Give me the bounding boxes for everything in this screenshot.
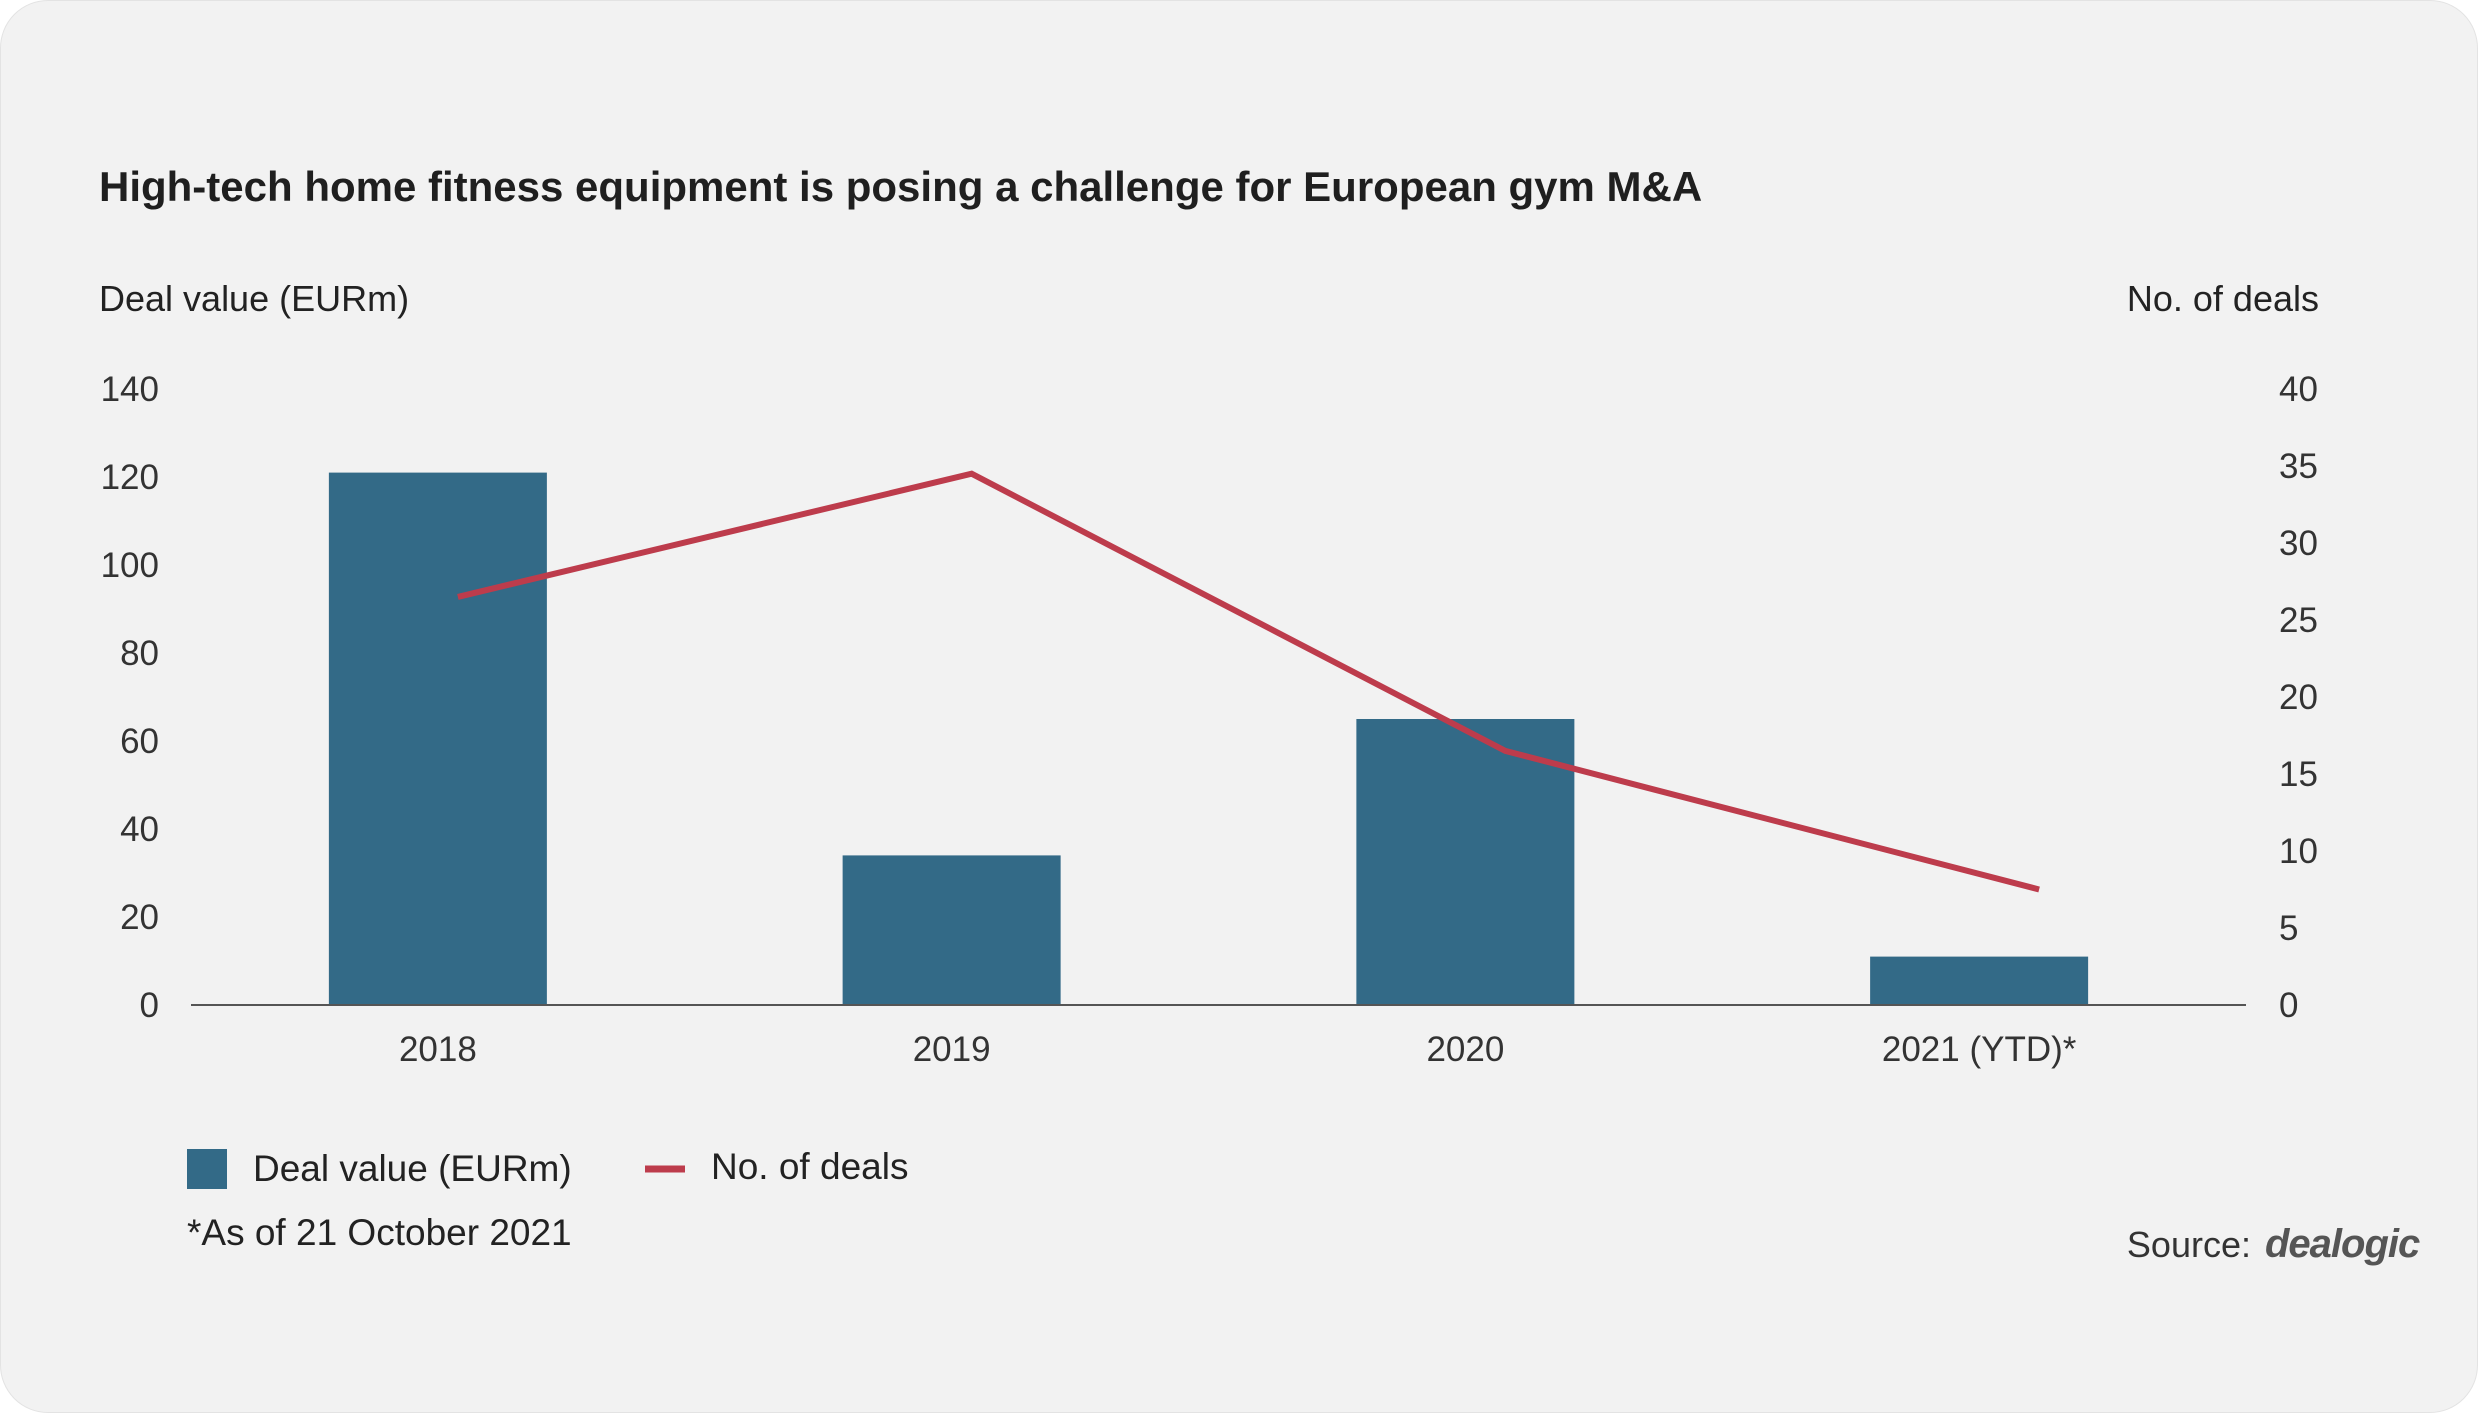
left-tick-label: 0 (140, 986, 159, 1025)
right-tick-label: 35 (2279, 447, 2318, 486)
right-tick-label: 20 (2279, 678, 2318, 717)
right-tick-label: 5 (2279, 909, 2298, 948)
deals-line (457, 470, 2040, 893)
right-tick-label: 0 (2279, 986, 2298, 1025)
legend-swatch-deal-value (187, 1149, 227, 1189)
x-tick-label: 2019 (913, 1030, 991, 1069)
left-tick-label: 60 (120, 722, 159, 761)
left-tick-label: 40 (120, 810, 159, 849)
right-tick-label: 10 (2279, 832, 2318, 871)
legend-label-deal-value: Deal value (EURm) (253, 1148, 572, 1189)
right-tick-label: 30 (2279, 524, 2318, 563)
right-tick-label: 25 (2279, 601, 2318, 640)
left-tick-label: 20 (120, 898, 159, 937)
left-axis-title: Deal value (EURm) (99, 278, 409, 319)
left-tick-label: 140 (101, 370, 159, 409)
x-tick-label: 2020 (1426, 1030, 1504, 1069)
dealogic-logo: dealogic (2265, 1222, 2420, 1266)
right-tick-label: 40 (2279, 370, 2318, 409)
footnote: *As of 21 October 2021 (187, 1212, 572, 1253)
x-tick-label: 2021 (YTD)* (1882, 1030, 2077, 1069)
bar-2020 (1356, 719, 1575, 1005)
x-axis-ticks: 2018 2019 2020 2021 (YTD)* (399, 1030, 2077, 1069)
bar-2021ytd (1870, 956, 2089, 1005)
left-axis-ticks: 0 20 40 60 80 100 120 140 (101, 370, 159, 1025)
bar-series (328, 472, 2089, 1006)
right-axis-ticks: 0 5 10 15 20 25 30 35 40 (2279, 370, 2318, 1025)
legend: Deal value (EURm) No. of deals (187, 1146, 908, 1189)
left-tick-label: 100 (101, 546, 159, 585)
right-tick-label: 15 (2279, 755, 2318, 794)
bar-2018 (328, 472, 547, 1006)
bar-2019 (842, 855, 1061, 1005)
legend-label-no-of-deals: No. of deals (711, 1146, 908, 1187)
right-axis-title: No. of deals (2127, 278, 2319, 319)
line-series (457, 470, 2040, 893)
x-tick-label: 2018 (399, 1030, 477, 1069)
chart-title: High-tech home fitness equipment is posi… (99, 163, 1702, 210)
left-tick-label: 120 (101, 458, 159, 497)
source-label: Source: (2127, 1224, 2251, 1265)
left-tick-label: 80 (120, 634, 159, 673)
